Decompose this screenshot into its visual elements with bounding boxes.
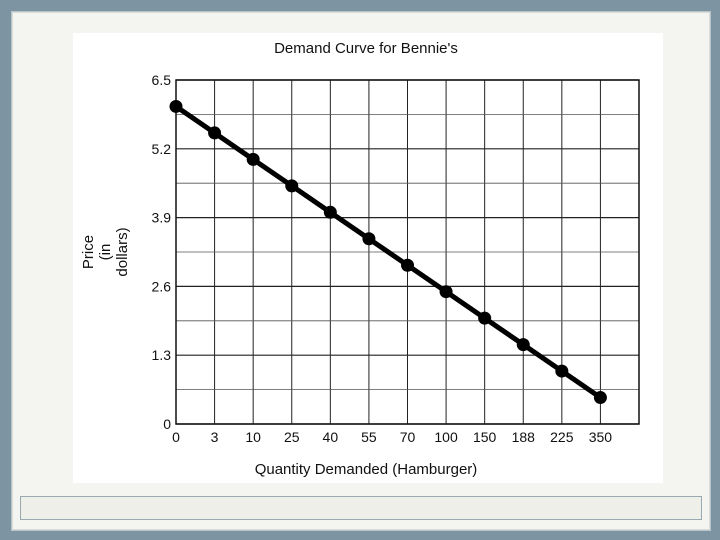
data-point bbox=[246, 152, 260, 166]
y-tick-label: 5.2 bbox=[152, 141, 172, 157]
y-axis-title: Price (in dollars) bbox=[80, 227, 131, 276]
data-point bbox=[401, 258, 414, 272]
x-tick-label: 25 bbox=[284, 429, 300, 445]
data-point bbox=[516, 338, 530, 352]
y-axis-title-line: Price bbox=[80, 235, 97, 269]
x-axis-title: Quantity Demanded (Hamburger) bbox=[255, 461, 478, 478]
chart-panel: Demand Curve for Bennie's 0 1.3 2.6 3.9 5.2 6… bbox=[73, 33, 663, 483]
data-point bbox=[439, 285, 453, 299]
x-tick-label: 3 bbox=[211, 429, 219, 445]
data-point bbox=[593, 391, 607, 405]
chart-title: Demand Curve for Bennie's bbox=[274, 40, 458, 57]
data-point bbox=[208, 126, 222, 140]
x-tick-label: 188 bbox=[512, 429, 536, 445]
x-tick-label: 100 bbox=[434, 429, 458, 445]
y-tick-label: 0 bbox=[163, 416, 171, 432]
data-point bbox=[555, 364, 569, 378]
x-tick-label: 10 bbox=[245, 429, 261, 445]
data-point bbox=[323, 205, 337, 219]
x-tick-label: 150 bbox=[473, 429, 497, 445]
x-tick-label: 225 bbox=[550, 429, 574, 445]
x-tick-label: 55 bbox=[361, 429, 377, 445]
y-tick-label: 3.9 bbox=[152, 210, 172, 226]
y-axis-title-line: (in bbox=[97, 244, 114, 261]
x-tick-label: 40 bbox=[323, 429, 339, 445]
x-tick-label: 70 bbox=[400, 429, 416, 445]
plot-border bbox=[175, 79, 640, 425]
y-tick-label: 1.3 bbox=[152, 347, 172, 363]
y-axis-title-line: dollars) bbox=[114, 227, 131, 276]
data-point bbox=[169, 99, 183, 113]
demand-chart: Demand Curve for Bennie's 0 1.3 2.6 3.9 5.2 6… bbox=[80, 40, 640, 478]
y-tick-label: 6.5 bbox=[152, 72, 172, 88]
data-point bbox=[285, 179, 299, 193]
demand-line bbox=[174, 104, 602, 400]
y-tick-label: 2.6 bbox=[152, 278, 172, 294]
x-tick-label: 0 bbox=[172, 429, 180, 445]
data-point bbox=[362, 232, 376, 246]
data-point bbox=[478, 311, 492, 325]
slide-footer-bar bbox=[20, 496, 702, 520]
x-tick-label: 350 bbox=[589, 429, 613, 445]
